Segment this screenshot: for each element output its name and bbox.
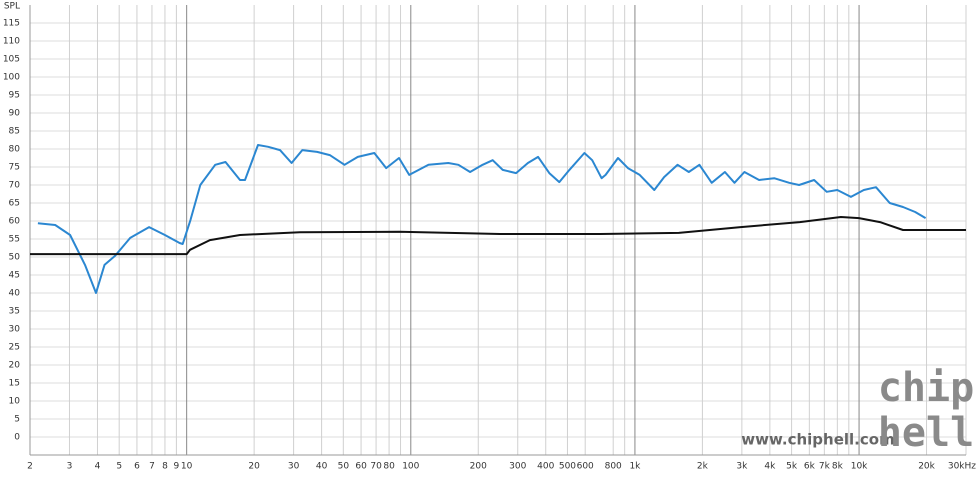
y-axis-label: SPL bbox=[4, 2, 20, 12]
x-tick-label: 600 bbox=[577, 462, 594, 472]
x-tick-label: 300 bbox=[509, 462, 526, 472]
x-tick-label: 8k bbox=[832, 462, 844, 472]
x-tick-label: 10 bbox=[181, 462, 193, 472]
y-tick-label: 25 bbox=[9, 343, 20, 353]
series-line bbox=[30, 216, 966, 256]
x-tick-label: 200 bbox=[470, 462, 487, 472]
x-tick-label: 1k bbox=[629, 462, 641, 472]
x-tick-label: 6 bbox=[134, 462, 140, 472]
logo-bottom: hell bbox=[878, 410, 974, 456]
y-tick-label: 45 bbox=[9, 271, 20, 281]
x-tick-label: 20k bbox=[918, 462, 935, 472]
x-tick-label: 800 bbox=[605, 462, 622, 472]
x-tick-label: 5k bbox=[786, 462, 798, 472]
x-tick-label: 70 bbox=[370, 462, 382, 472]
y-tick-label: 60 bbox=[9, 217, 21, 227]
y-tick-label: 65 bbox=[9, 199, 20, 209]
x-tick-label: 30kHz bbox=[948, 462, 976, 472]
y-tick-label: 115 bbox=[3, 19, 20, 29]
y-tick-label: 15 bbox=[9, 379, 20, 389]
x-tick-label: 7 bbox=[149, 462, 155, 472]
y-tick-label: 0 bbox=[14, 433, 20, 443]
y-tick-label: 85 bbox=[9, 127, 20, 137]
x-tick-label: 9 bbox=[174, 462, 180, 472]
y-tick-label: 30 bbox=[9, 325, 21, 335]
x-tick-label: 6k bbox=[804, 462, 816, 472]
y-tick-label: 55 bbox=[9, 235, 20, 245]
y-tick-label: 50 bbox=[9, 253, 21, 263]
x-tick-label: 7k bbox=[819, 462, 831, 472]
x-tick-label: 80 bbox=[383, 462, 395, 472]
x-tick-label: 2 bbox=[27, 462, 33, 472]
x-tick-label: 60 bbox=[355, 462, 367, 472]
logo-top: chip bbox=[878, 365, 974, 411]
x-tick-label: 8 bbox=[162, 462, 168, 472]
x-tick-label: 500 bbox=[559, 462, 576, 472]
watermark: www.chiphell.com bbox=[741, 431, 894, 449]
x-tick-label: 2k bbox=[697, 462, 709, 472]
y-tick-label: 75 bbox=[9, 163, 20, 173]
x-tick-label: 400 bbox=[537, 462, 554, 472]
y-tick-label: 40 bbox=[9, 289, 21, 299]
y-tick-label: 90 bbox=[9, 109, 21, 119]
y-tick-label: 110 bbox=[3, 37, 20, 47]
series-line bbox=[37, 144, 927, 294]
y-tick-label: 80 bbox=[9, 145, 21, 155]
x-tick-label: 4 bbox=[95, 462, 101, 472]
y-tick-label: 105 bbox=[3, 55, 20, 65]
y-tick-label: 95 bbox=[9, 91, 20, 101]
x-tick-label: 4k bbox=[764, 462, 776, 472]
x-tick-label: 40 bbox=[316, 462, 328, 472]
x-tick-label: 30 bbox=[288, 462, 300, 472]
y-tick-label: 35 bbox=[9, 307, 20, 317]
y-tick-label: 100 bbox=[3, 73, 20, 83]
y-tick-label: 20 bbox=[9, 361, 21, 371]
x-tick-label: 20 bbox=[248, 462, 260, 472]
x-tick-label: 10k bbox=[851, 462, 868, 472]
y-tick-label: 70 bbox=[9, 181, 21, 191]
x-tick-label: 3 bbox=[67, 462, 73, 472]
x-tick-label: 100 bbox=[402, 462, 419, 472]
x-tick-label: 3k bbox=[736, 462, 748, 472]
y-tick-label: 10 bbox=[9, 397, 21, 407]
y-tick-label: 5 bbox=[14, 415, 20, 425]
x-tick-label: 50 bbox=[338, 462, 350, 472]
x-tick-label: 5 bbox=[116, 462, 122, 472]
